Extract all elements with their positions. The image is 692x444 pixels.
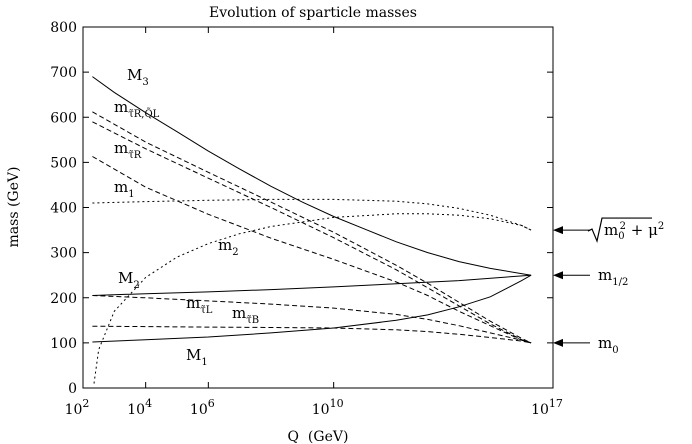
plot-frame <box>82 26 554 389</box>
x-axis-title: Q (GeV) <box>288 429 349 444</box>
y-tick-label: 0 <box>68 381 77 397</box>
series-M2 <box>92 274 532 296</box>
label-m_qL: mτ̃R,Q̃L <box>114 98 160 120</box>
arrowhead-m-half <box>553 271 563 280</box>
y-tick-label: 300 <box>50 246 77 262</box>
x-tick-label: 104 <box>127 397 152 418</box>
y-tick-label: 600 <box>50 110 77 126</box>
series-m_qL_2 <box>92 121 532 344</box>
y-tick-label: 400 <box>50 201 77 217</box>
series-m_tauL <box>92 295 532 344</box>
y-axis-title: mass (GeV) <box>6 167 22 248</box>
sqrt-sign <box>587 217 652 244</box>
y-tick-label: 800 <box>50 20 77 36</box>
arrowhead-m-zero <box>553 338 563 347</box>
label-M2: M2 <box>118 269 140 291</box>
label-m2: m2 <box>218 236 239 258</box>
series-m1 <box>92 198 532 231</box>
chart-title: Evolution of sparticle masses <box>209 5 417 21</box>
label-M3: M3 <box>127 66 149 88</box>
series-M3 <box>92 76 532 276</box>
curves <box>92 76 532 384</box>
y-tick-label: 500 <box>50 155 77 171</box>
series-M1 <box>92 274 532 343</box>
curve-labels: M3 M2 M1 mτ̃R,Q̃L mτ̃R m1 m2 mτ̃L mτ̃B <box>114 66 259 368</box>
label-m_tauB: mτ̃B <box>232 304 259 326</box>
y-tick-label: 700 <box>50 65 77 81</box>
x-tick-label: 106 <box>190 397 215 418</box>
y-tick-label: 200 <box>50 291 77 307</box>
label-m_tauR: mτ̃R <box>114 139 142 161</box>
series-m_tauR <box>92 156 532 344</box>
label-m-zero: m0 <box>598 334 619 356</box>
right-annotations: m02 + μ2 m1/2 m0 <box>553 217 664 356</box>
series-m2 <box>93 213 532 384</box>
label-M1: M1 <box>186 346 208 368</box>
label-m_tauL: mτ̃L <box>186 294 213 316</box>
label-m1: m1 <box>114 178 135 200</box>
x-tick-label: 1017 <box>531 397 563 418</box>
series-m_tauB <box>92 325 532 344</box>
label-m-half: m1/2 <box>598 266 628 288</box>
label-sqrt-m0-mu: m02 + μ2 <box>604 221 664 242</box>
x-tick-label: 1010 <box>312 397 344 418</box>
arrowhead-sqrt-m0-mu <box>553 226 563 235</box>
axes: 0 100 200 300 400 500 600 700 800 102 104 106 1010 10… <box>50 20 563 418</box>
y-tick-label: 100 <box>50 336 77 352</box>
x-tick-label: 102 <box>65 397 90 418</box>
series-m_qL <box>92 111 532 344</box>
